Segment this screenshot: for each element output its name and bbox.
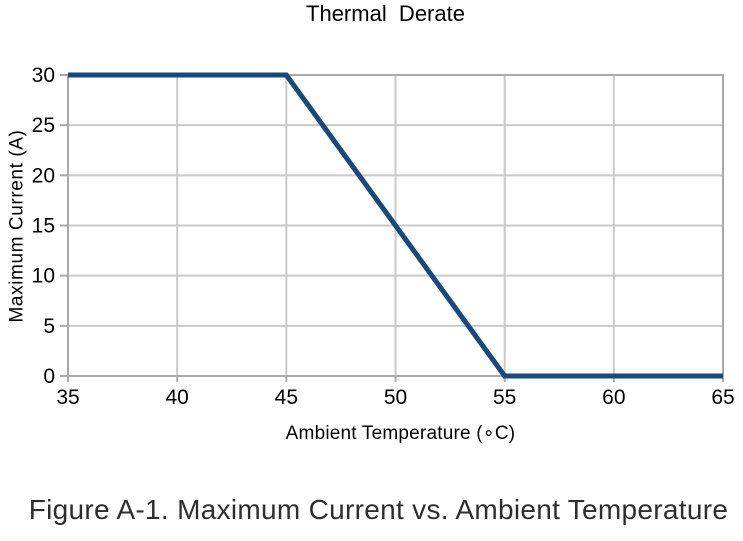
y-tick-label: 0 — [43, 365, 55, 388]
x-axis-label: Ambient Temperature (∘C) — [285, 423, 516, 444]
y-tick-label: 10 — [32, 265, 55, 288]
x-tick-label: 50 — [384, 386, 407, 409]
figure-caption: Figure A-1. Maximum Current vs. Ambient … — [28, 494, 729, 525]
y-tick-label: 25 — [32, 114, 55, 137]
x-tick-label: 60 — [602, 386, 625, 409]
x-tick-label: 40 — [165, 386, 188, 409]
x-tick-label: 45 — [275, 386, 298, 409]
y-tick-label: 20 — [32, 164, 55, 187]
plot-area: 35 40 45 50 55 60 65 0 5 10 15 20 25 30 — [32, 64, 735, 409]
y-tick-label: 15 — [32, 215, 55, 238]
x-tick-label: 35 — [56, 386, 79, 409]
y-tick-label: 5 — [43, 315, 55, 338]
series-line — [68, 72, 723, 379]
x-tick-label: 65 — [711, 386, 734, 409]
chart-title: Thermal Derate — [306, 1, 465, 26]
x-tick-label: 55 — [493, 386, 516, 409]
y-tick-label: 30 — [32, 64, 55, 87]
